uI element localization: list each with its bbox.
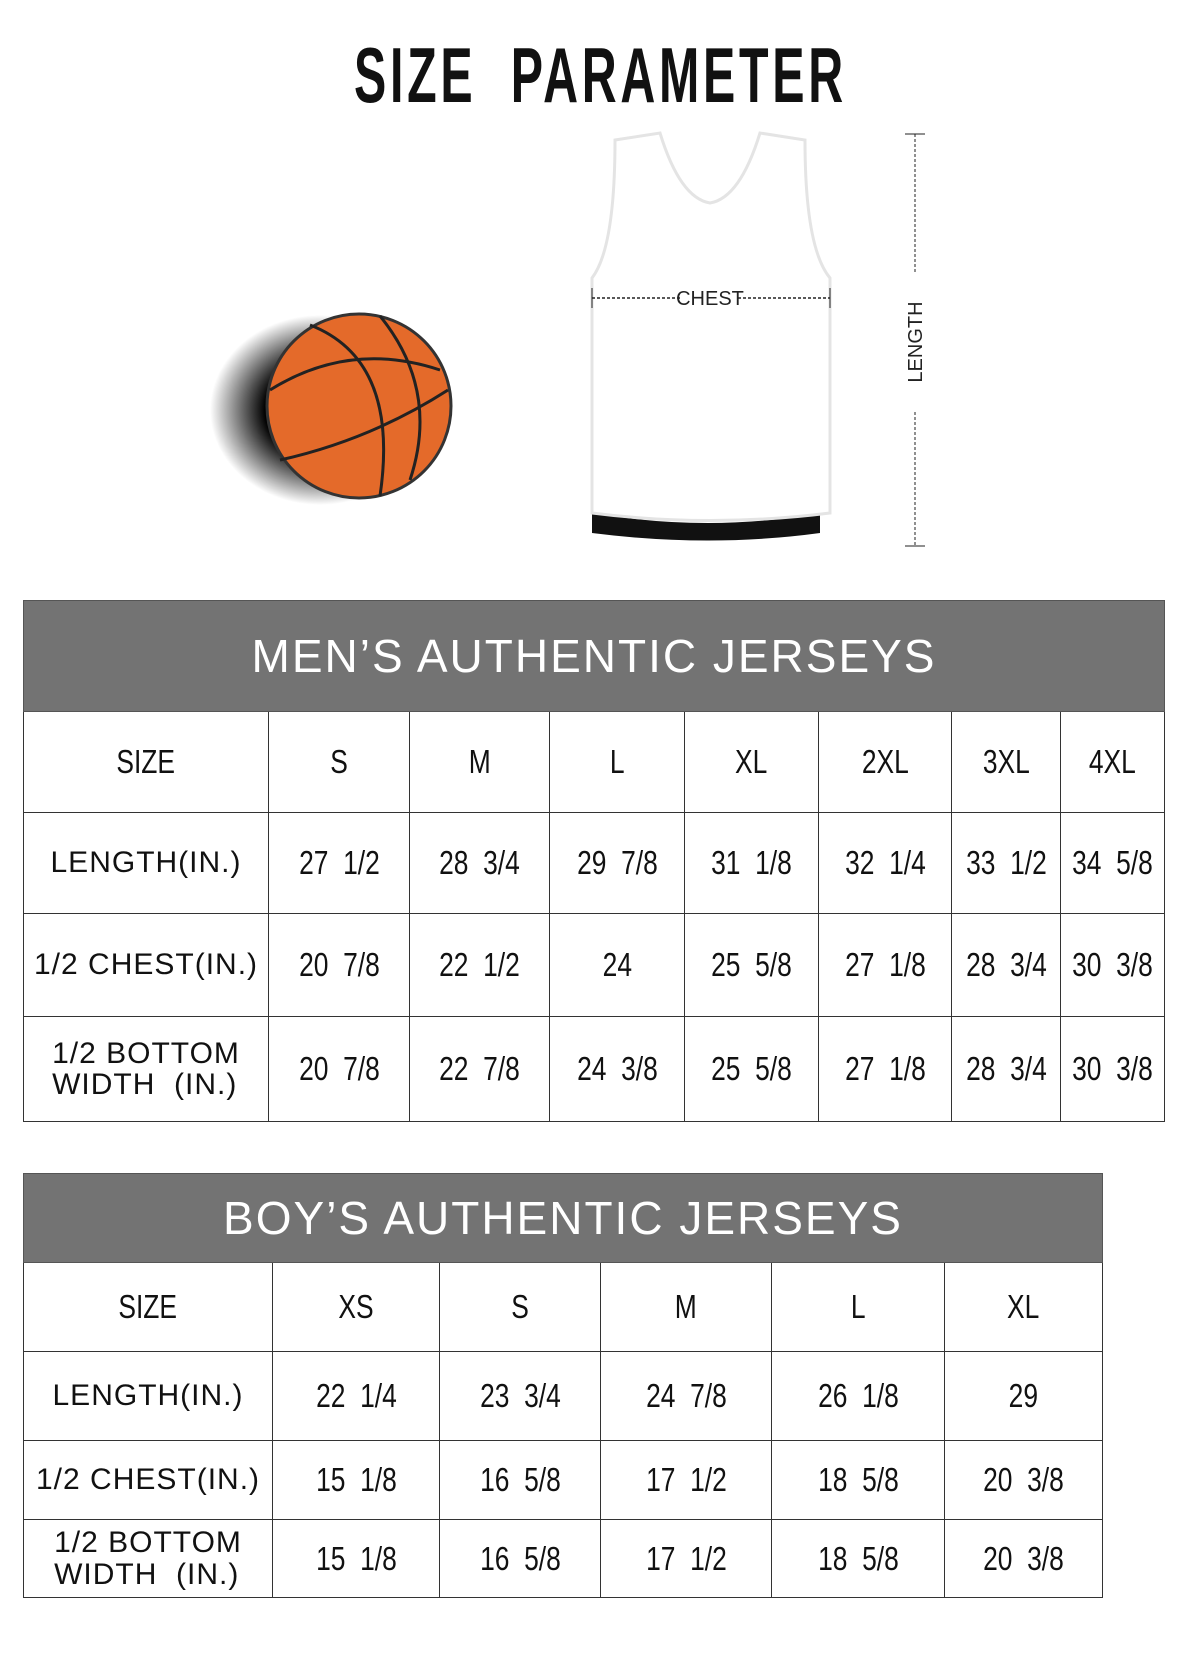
length-label: LENGTH: [905, 301, 927, 382]
size-header-row: SIZE XS S M L XL: [23, 1262, 1104, 1352]
size-value: 22 1/2: [409, 913, 550, 1017]
size-value: 17 1/2: [600, 1440, 772, 1520]
size-column-label: SIZE: [23, 1262, 273, 1352]
size-value: 20 3/8: [943, 1440, 1104, 1520]
table-row: 1/2 BOTTOM WIDTH (IN.) 15 1/8 16 5/8 17 1/2…: [23, 1519, 1104, 1598]
page-title: SIZE PARAMETER: [353, 31, 847, 119]
size-value: 15 1/8: [272, 1519, 440, 1598]
size-value: 16 5/8: [439, 1519, 601, 1598]
chest-label: CHEST: [676, 288, 744, 310]
size-value: 24: [549, 913, 685, 1017]
size-value: 28 3/4: [409, 812, 550, 914]
size-column-header: M: [600, 1262, 772, 1352]
size-value: 18 5/8: [771, 1440, 945, 1520]
size-value: 18 5/8: [771, 1519, 945, 1598]
size-value: 31 1/8: [684, 812, 819, 914]
size-column-header: 4XL: [1060, 711, 1165, 813]
size-value: 17 1/2: [600, 1519, 772, 1598]
size-value: 32 1/4: [818, 812, 952, 914]
size-column-header: XL: [943, 1262, 1104, 1352]
size-column-header: M: [409, 711, 550, 813]
row-label: LENGTH(IN.): [23, 812, 269, 914]
basketball-icon: [210, 312, 453, 505]
size-value: 16 5/8: [439, 1440, 601, 1520]
size-value: 30 3/8: [1060, 913, 1165, 1017]
size-value: 20 7/8: [268, 913, 410, 1017]
size-value: 28 3/4: [951, 1016, 1061, 1122]
size-header-row: SIZE S M L XL 2XL 3XL 4XL: [23, 711, 1165, 813]
size-column-header: S: [439, 1262, 601, 1352]
row-label: 1/2 CHEST(IN.): [23, 1440, 273, 1520]
size-column-label: SIZE: [23, 711, 269, 813]
size-value: 25 5/8: [684, 913, 819, 1017]
size-value: 22 7/8: [409, 1016, 550, 1122]
size-value: 20 7/8: [268, 1016, 410, 1122]
jersey-diagram: CHEST: [590, 131, 832, 541]
size-value: 22 1/4: [272, 1351, 440, 1441]
size-column-header: XL: [684, 711, 819, 813]
size-column-header: L: [771, 1262, 945, 1352]
table-row: LENGTH(IN.) 22 1/4 23 3/4 24 7/8 26 1/8 29: [23, 1351, 1104, 1441]
size-value: 27 1/2: [268, 812, 410, 914]
table-row: 1/2 BOTTOM WIDTH (IN.) 20 7/8 22 7/8 24 3/8…: [23, 1016, 1165, 1122]
size-column-header: XS: [272, 1262, 440, 1352]
size-value: 15 1/8: [272, 1440, 440, 1520]
size-value: 24 3/8: [549, 1016, 685, 1122]
row-label: 1/2 BOTTOM WIDTH (IN.): [23, 1016, 269, 1122]
size-value: 26 1/8: [771, 1351, 945, 1441]
size-value: 34 5/8: [1060, 812, 1165, 914]
size-value: 24 7/8: [600, 1351, 772, 1441]
size-value: 25 5/8: [684, 1016, 819, 1122]
table-row: LENGTH(IN.) 27 1/2 28 3/4 29 7/8 31 1/8 32 1/…: [23, 812, 1165, 914]
size-column-header: 3XL: [951, 711, 1061, 813]
size-value: 29: [943, 1351, 1104, 1441]
size-value: 27 1/8: [818, 913, 952, 1017]
table-row: 1/2 CHEST(IN.) 20 7/8 22 1/2 24 25 5/8 27 1/8…: [23, 913, 1165, 1017]
size-column-header: S: [268, 711, 410, 813]
boys-size-table: BOY’S AUTHENTIC JERSEYS SIZE XS S M L XL LENGT…: [22, 1173, 1104, 1598]
size-value: 33 1/2: [951, 812, 1061, 914]
length-indicator: LENGTH: [905, 133, 927, 547]
size-value: 27 1/8: [818, 1016, 952, 1122]
table-row: 1/2 CHEST(IN.) 15 1/8 16 5/8 17 1/2 18 5/8 20…: [23, 1440, 1104, 1520]
row-label: 1/2 CHEST(IN.): [23, 913, 269, 1017]
row-label: LENGTH(IN.): [23, 1351, 273, 1441]
size-value: 23 3/4: [439, 1351, 601, 1441]
row-label: 1/2 BOTTOM WIDTH (IN.): [23, 1519, 273, 1598]
boys-table-title: BOY’S AUTHENTIC JERSEYS: [22, 1173, 1104, 1263]
mens-size-table: MEN’S AUTHENTIC JERSEYS SIZE S M L XL 2XL 3XL 4…: [23, 600, 1165, 1122]
size-column-header: L: [549, 711, 685, 813]
size-value: 20 3/8: [943, 1519, 1104, 1598]
size-value: 28 3/4: [951, 913, 1061, 1017]
mens-table-title: MEN’S AUTHENTIC JERSEYS: [23, 600, 1165, 712]
size-value: 29 7/8: [549, 812, 685, 914]
size-value: 30 3/8: [1060, 1016, 1165, 1122]
size-column-header: 2XL: [818, 711, 952, 813]
